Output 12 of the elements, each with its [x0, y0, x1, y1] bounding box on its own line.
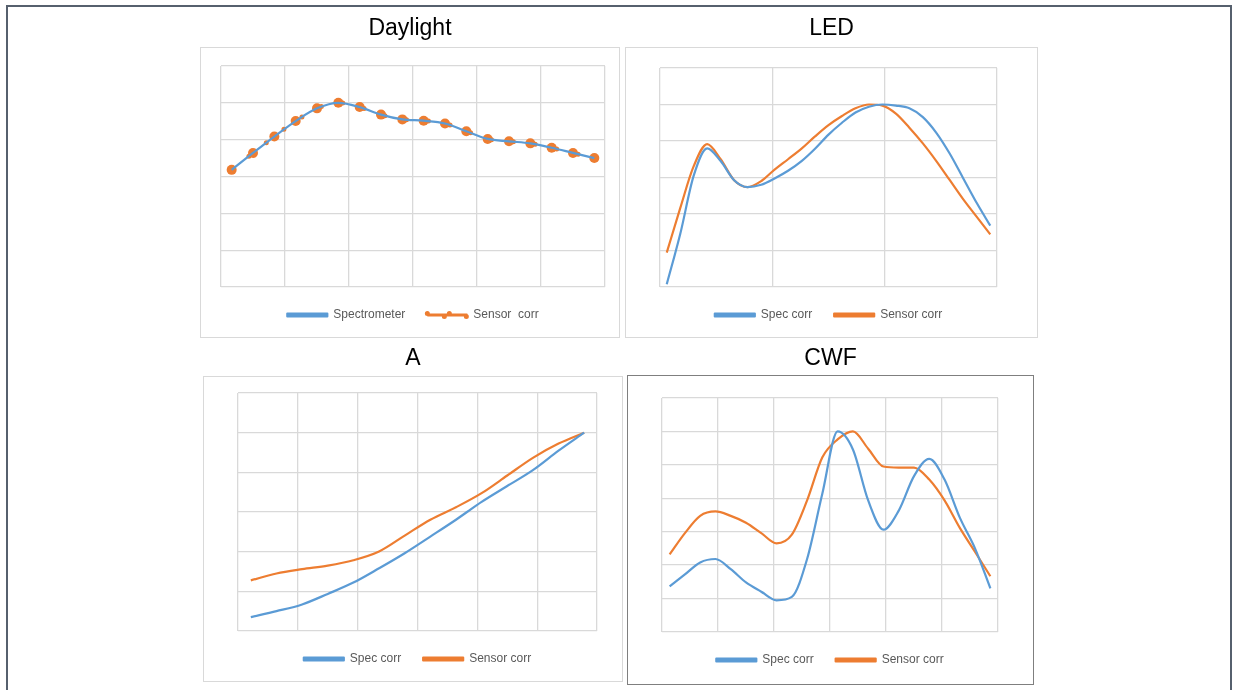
legend-label: Sensor corr [469, 651, 532, 666]
legend-label: Spectrometer [333, 307, 406, 322]
legend-label: Sensor corr [473, 307, 539, 322]
legend-label: Spec corr [760, 307, 813, 322]
legend-label: Spec corr [349, 651, 402, 666]
legend-label: Spec corr [762, 652, 814, 667]
legend-label: Sensor corr [881, 652, 944, 667]
legend-label: Sensor corr [880, 307, 943, 322]
chart-title: Daylight [367, 14, 453, 41]
chart-title: CWF [803, 344, 858, 371]
chart-title: A [404, 344, 422, 371]
chart-title: LED [808, 14, 855, 41]
